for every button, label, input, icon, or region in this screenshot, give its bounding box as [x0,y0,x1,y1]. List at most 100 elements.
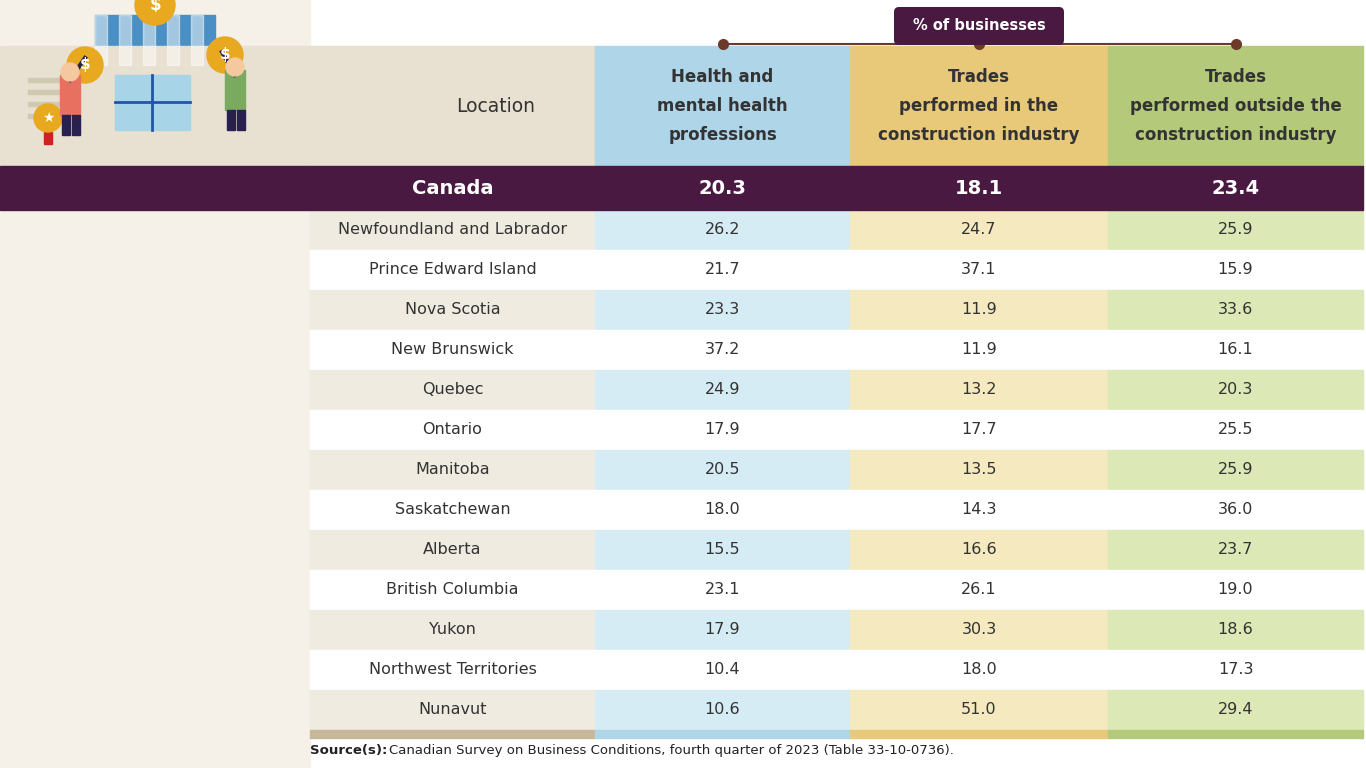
Bar [310,690,596,730]
Bar [850,730,1108,738]
Text: 25.9: 25.9 [1217,462,1253,478]
Bar [1108,290,1363,330]
Text: 20.3: 20.3 [1218,382,1253,398]
Text: 25.5: 25.5 [1217,422,1253,438]
Bar [850,210,1108,250]
Bar [61,115,70,135]
Bar [596,610,850,650]
Text: Trades
performed in the
construction industry: Trades performed in the construction ind… [878,68,1079,144]
Text: 23.1: 23.1 [705,582,740,598]
Text: 18.6: 18.6 [1217,623,1254,637]
Text: 37.2: 37.2 [705,343,740,357]
Bar [27,78,66,82]
Bar [596,450,850,490]
Circle shape [34,104,61,132]
Bar [143,15,154,65]
Bar [1108,490,1363,530]
Bar [1108,330,1363,370]
Bar [1108,46,1363,166]
Bar [310,210,596,250]
Text: Quebec: Quebec [422,382,484,398]
Circle shape [67,47,102,83]
Text: 29.4: 29.4 [1217,703,1253,717]
Text: Newfoundland and Labrador: Newfoundland and Labrador [337,223,567,237]
Text: 37.1: 37.1 [962,263,997,277]
Text: 16.1: 16.1 [1217,343,1254,357]
Text: 11.9: 11.9 [962,343,997,357]
Bar [225,70,245,110]
Bar [310,730,596,738]
Text: British Columbia: British Columbia [387,582,519,598]
Text: 17.9: 17.9 [705,422,740,438]
Bar [310,250,596,290]
Text: $: $ [79,58,90,72]
Bar [596,410,850,450]
Bar [850,370,1108,410]
Text: New Brunswick: New Brunswick [391,343,514,357]
Text: Nova Scotia: Nova Scotia [404,303,500,317]
Text: 36.0: 36.0 [1218,502,1253,518]
Text: 25.9: 25.9 [1217,223,1253,237]
Bar [115,75,190,130]
Text: Location: Location [456,97,534,115]
Text: 20.5: 20.5 [705,462,740,478]
Text: 17.9: 17.9 [705,623,740,637]
Bar [96,15,214,65]
Text: 17.7: 17.7 [962,422,997,438]
Text: 33.6: 33.6 [1218,303,1253,317]
Text: 10.6: 10.6 [705,703,740,717]
Text: 23.7: 23.7 [1218,542,1253,558]
Bar [236,110,245,130]
Text: Yukon: Yukon [429,623,475,637]
Text: Canada: Canada [411,178,493,197]
Bar [850,290,1108,330]
Text: 51.0: 51.0 [962,703,997,717]
Bar [310,490,596,530]
Text: Saskatchewan: Saskatchewan [395,502,511,518]
Text: Ontario: Ontario [422,422,482,438]
Bar [191,15,204,65]
Bar [1108,210,1363,250]
Bar [310,650,596,690]
Bar [1108,650,1363,690]
Bar [167,15,179,65]
Bar [0,46,310,166]
Text: 18.0: 18.0 [962,663,997,677]
Bar [596,370,850,410]
Bar [1108,410,1363,450]
Bar [27,90,66,94]
Text: Alberta: Alberta [423,542,482,558]
Text: 18.0: 18.0 [705,502,740,518]
Bar [850,490,1108,530]
Bar [310,46,596,166]
Bar [850,690,1108,730]
Text: 13.2: 13.2 [962,382,997,398]
Bar [310,410,596,450]
Bar [850,530,1108,570]
Text: Trades
performed outside the
construction industry: Trades performed outside the constructio… [1130,68,1341,144]
Text: Health and
mental health
professions: Health and mental health professions [657,68,788,144]
Text: 19.0: 19.0 [1217,582,1254,598]
Text: 30.3: 30.3 [962,623,997,637]
Bar [44,132,52,144]
Bar [310,166,1363,210]
Bar [1108,610,1363,650]
Bar [310,530,596,570]
Bar [596,530,850,570]
Text: Prince Edward Island: Prince Edward Island [369,263,537,277]
Bar [72,115,81,135]
Bar [310,570,596,610]
Bar [227,110,235,130]
Text: 17.3: 17.3 [1217,663,1253,677]
Circle shape [135,0,175,25]
Bar [1108,530,1363,570]
Bar [596,650,850,690]
Bar [596,46,850,166]
Bar [850,610,1108,650]
Bar [1108,250,1363,290]
Text: $: $ [220,48,231,62]
Text: 15.5: 15.5 [705,542,740,558]
Text: ★: ★ [42,111,55,125]
Text: Canadian Survey on Business Conditions, fourth quarter of 2023 (Table 33-10-0736: Canadian Survey on Business Conditions, … [389,744,953,757]
Bar [60,75,81,115]
